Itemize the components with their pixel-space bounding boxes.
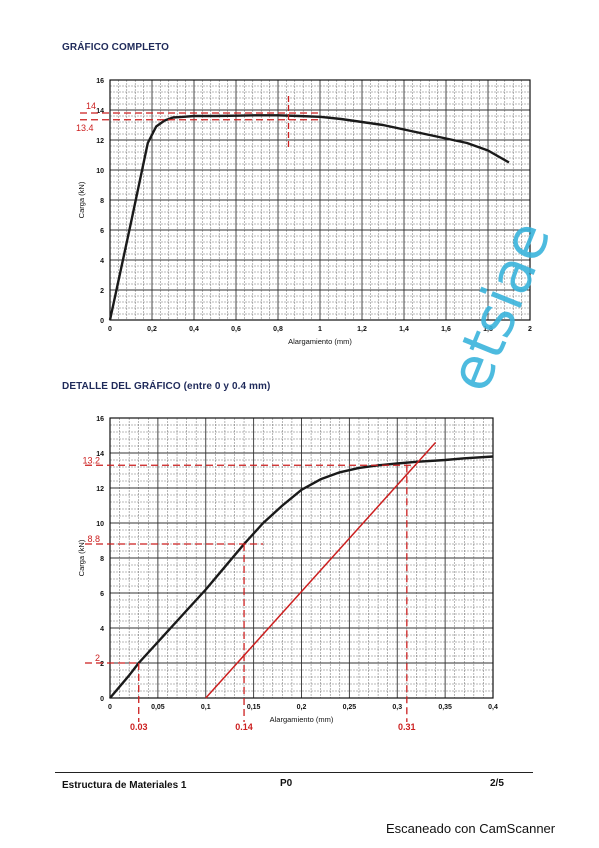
c1-annotation-label: 13.4 [76, 123, 94, 133]
footer-page: 2/5 [490, 778, 504, 789]
c2-x-tick-label: 0,2 [297, 704, 307, 711]
c1-x-tick-label: 1,4 [399, 326, 409, 333]
c1-series-line [108, 114, 510, 321]
c2-x-tick-label: 0,25 [343, 704, 357, 711]
section2-title: DETALLE DEL GRÁFICO (entre 0 y 0.4 mm) [62, 381, 271, 392]
c2-x-tick-label: 0,35 [438, 704, 452, 711]
c1-y-axis-label: Carga (kN) [77, 181, 86, 218]
c1-x-tick-label: 0,2 [147, 326, 157, 333]
c2-y-tick-label: 10 [96, 521, 104, 528]
c2-y-tick-label: 14 [96, 451, 104, 458]
c2-x-axis-label: Alargamiento (mm) [270, 715, 334, 724]
c1-x-tick-label: 0,4 [189, 326, 199, 333]
c2-x-tick-label: 0,05 [151, 704, 165, 711]
c1-x-tick-label: 1,6 [441, 326, 451, 333]
c1-y-tick-label: 0 [100, 318, 104, 325]
watermark-logo: etsiae [435, 212, 564, 401]
c1-x-tick-label: 2 [528, 326, 532, 333]
c1-x-tick-label: 0,8 [273, 326, 283, 333]
footer-code: P0 [280, 778, 293, 789]
c1-y-tick-label: 12 [96, 138, 104, 145]
c2-frame [109, 417, 494, 699]
c1-x-tick-label: 1,2 [357, 326, 367, 333]
c2-x-tick-label: 0 [108, 704, 112, 711]
c2-x-tick-label: 0,15 [247, 704, 261, 711]
c2-y-tick-label: 4 [100, 626, 104, 633]
c2-x-tick-label: 0,1 [201, 704, 211, 711]
c2-x-tick-label: 0,3 [392, 704, 402, 711]
c2-annotation-y-label: 13.2 [82, 455, 100, 465]
c1-annotation-label: 14 [86, 101, 96, 111]
footer-rule [55, 772, 533, 773]
c2-y-tick-label: 8 [100, 556, 104, 563]
c1-frame [109, 79, 531, 321]
c2-x-tick-label: 0,4 [488, 704, 498, 711]
c1-y-tick-label: 10 [96, 168, 104, 175]
c1-x-axis-label: Alargamiento (mm) [288, 337, 352, 346]
c1-x-tick-label: 0 [108, 326, 112, 333]
c2-annotation-x-label: 0.31 [398, 722, 416, 732]
c1-y-tick-label: 4 [100, 258, 104, 265]
c1-y-tick-label: 2 [100, 288, 104, 295]
c2-annotation-y-label: 2 [95, 653, 100, 663]
c2-series-line [109, 455, 494, 699]
c2-y-tick-label: 2 [100, 661, 104, 668]
c1-y-tick-label: 8 [100, 198, 104, 205]
c1-y-tick-label: 16 [96, 78, 104, 85]
c2-annotation-y-label: 8.8 [87, 534, 100, 544]
section1-title: GRÁFICO COMPLETO [62, 42, 169, 53]
c2-y-tick-label: 16 [96, 416, 104, 423]
c2-y-tick-label: 12 [96, 486, 104, 493]
c1-y-tick-label: 14 [96, 108, 104, 115]
c2-annotation-x-label: 0.14 [235, 722, 253, 732]
c2-y-axis-label: Carga (kN) [77, 539, 86, 576]
scanner-note: Escaneado con CamScanner [386, 821, 556, 836]
c1-x-tick-label: 0,6 [231, 326, 241, 333]
c1-y-tick-label: 6 [100, 228, 104, 235]
c2-y-tick-label: 0 [100, 696, 104, 703]
c2-offset-line [205, 441, 437, 699]
c2-y-tick-label: 6 [100, 591, 104, 598]
watermark-text: etsiae [435, 211, 564, 401]
footer-course: Estructura de Materiales 1 [62, 780, 187, 791]
c1-x-tick-label: 1 [318, 326, 322, 333]
c2-annotation-x-label: 0.03 [130, 722, 148, 732]
